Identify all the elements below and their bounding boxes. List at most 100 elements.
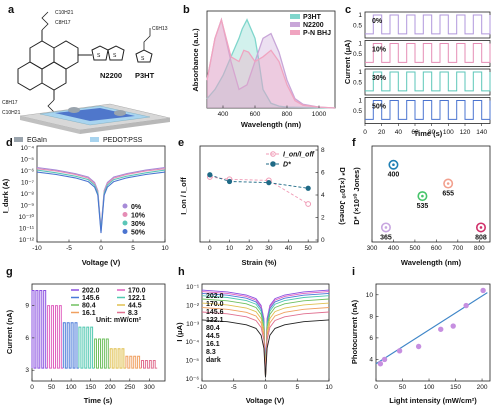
panel-f-xlabel: Wavelength (nm)	[401, 258, 462, 267]
x-tick-label: 10	[226, 245, 234, 252]
panel-g-xlabel: Time (s)	[84, 396, 113, 405]
panel-label-b: b	[183, 4, 190, 16]
y-tick-label: 10⁻⁸	[21, 191, 35, 198]
row-trace-3	[365, 100, 491, 120]
device-stack-drawing	[19, 103, 171, 134]
legend-marker-2	[122, 220, 128, 226]
panel-g-ylabel: Current (nA)	[5, 309, 14, 354]
x-tick-label: 150	[450, 384, 461, 391]
panel-e-frame	[199, 145, 319, 243]
panel-g-light-intensity-time-chart: 0 50 100 150 200 250 300 3 6 9 Time (s) Current (…	[5, 283, 166, 405]
y-tick-label: 10⁻⁵	[21, 157, 35, 164]
row-trace-0	[365, 14, 491, 35]
legend-label-2: 145.6	[206, 309, 224, 316]
data-point-2	[396, 348, 403, 354]
panel-e-ticks: 0 10 20 30 40 50 0 2 4 6 8	[208, 147, 325, 252]
fit-line	[375, 292, 488, 365]
x-tick-label: 800	[282, 111, 293, 118]
x-tick-label: 100	[424, 384, 435, 391]
x-tick-label: 0	[374, 384, 378, 391]
x-tick-label: 500	[409, 245, 420, 252]
x-tick-label: 400	[388, 245, 399, 252]
panel-g-legend: 202.0 170.0 145.6 122.1 80.4 44.5 16.1 8.3	[71, 288, 146, 317]
series-0-line	[206, 18, 336, 109]
legend-label-6: 16.1	[82, 310, 96, 317]
point-ring-3	[443, 178, 454, 189]
x-tick-label: 600	[431, 245, 442, 252]
row-label-2: 30%	[372, 75, 387, 82]
series-4-trace	[94, 338, 111, 369]
panel-label-e: e	[178, 137, 184, 149]
x-tick-label: 5	[295, 384, 299, 391]
legend-label-2: 145.6	[82, 295, 100, 302]
panel-d-series	[36, 166, 166, 234]
y-tick-label: 10⁻⁴	[21, 145, 35, 152]
x-tick-label: 50	[399, 384, 407, 391]
panel-h-light-iv-chart: -10 -5 0 5 10 10⁻¹ 10⁻² 10⁻³ 10⁻⁴ 10⁻⁵ 10⁻⁶ Voltag…	[175, 283, 333, 405]
row-trace-2	[365, 71, 491, 92]
x-tick-label: 30	[265, 245, 273, 252]
x-tick-label: 50	[305, 245, 313, 252]
x-tick-label: 300	[367, 245, 378, 252]
legend-swatch-2	[290, 30, 300, 35]
y-tick-label: 10⁻¹⁰	[19, 213, 35, 221]
legend-label-1: N2200	[303, 22, 324, 29]
panel-e-xlabel: Strain (%)	[241, 258, 277, 267]
panel-d-xlabel: Voltage (V)	[82, 258, 121, 267]
y-tick-label: 10⁻²	[186, 302, 200, 309]
point-label-3: 655	[442, 191, 454, 198]
y-tick-label: 10⁻⁶	[186, 376, 200, 383]
x-tick-label: -5	[66, 245, 72, 252]
y-tick-label: 1	[358, 69, 362, 76]
panel-a-schematic: S S C10H21 C8H17 C8H17 C10H21 N2200 S C6…	[2, 10, 171, 144]
legend-swatch-egain	[14, 137, 23, 142]
x-tick-label: 50	[48, 384, 56, 391]
panel-f-ylabel: D* (×10¹⁰ Jones)	[352, 167, 361, 225]
series-2-fill	[207, 19, 335, 109]
data-point-1	[381, 356, 388, 363]
panel-d-legend: 0% 10%30% 50%	[122, 203, 146, 237]
panel-i-frame	[375, 283, 491, 382]
point-label-0: 365	[380, 234, 392, 241]
series-0-fill	[207, 19, 335, 109]
series-1-line	[209, 174, 309, 189]
y-tick-label: 0.5	[353, 108, 362, 115]
legend-label-3: 122.1	[206, 317, 224, 324]
x-tick-label: 200	[477, 384, 488, 391]
point-label-4: 808	[475, 234, 487, 241]
data-point-5	[450, 323, 456, 329]
x-tick-label: 0	[30, 384, 34, 391]
series-2-trace	[62, 322, 79, 369]
series-1-point	[266, 180, 272, 186]
n2200-label: N2200	[100, 71, 122, 80]
x-tick-label: 150	[85, 384, 96, 391]
legend-marker-0	[270, 151, 276, 157]
panel-e-strain-chart: 0 10 20 30 40 50 0 2 4 6 8 Strain (%) I_on / I_off…	[179, 145, 347, 267]
point-dot-3	[446, 182, 450, 185]
y-tick-label: 10⁻⁷	[21, 180, 35, 187]
x-tick-label: -10	[32, 245, 42, 252]
panel-h-xlabel: Voltage (V)	[246, 396, 285, 405]
legend-label-0: 202.0	[82, 288, 100, 295]
legend-label-0: 0%	[131, 204, 142, 211]
y-tick-label-right: 4	[321, 192, 325, 199]
y-tick-label: 10⁻⁴	[186, 339, 200, 346]
y-tick-label: 0.5	[353, 51, 362, 58]
chain-label-1: C10H21	[55, 10, 74, 16]
panel-h-ylabel: I (μA)	[175, 322, 184, 342]
x-tick-label: 20	[378, 129, 386, 136]
legend-label-5: 44.5	[206, 333, 220, 340]
panel-i-ylabel: Photocurrent (nA)	[350, 299, 359, 364]
panel-f-wavelength-chart: 365 400 535 655 808 300 400 500 600 700 800 Wavel…	[352, 145, 491, 267]
n2200-molecule-drawing: S S C10H21 C8H17 C8H17 C10H21	[2, 10, 125, 116]
panel-f-points: 365 400 535 655 808	[380, 159, 487, 241]
legend-label-1: 170.0	[206, 301, 224, 308]
thiophene-s-2: S	[113, 53, 117, 59]
y-tick-label-right: 8	[321, 147, 325, 154]
legend-label-1: 170.0	[128, 288, 146, 295]
x-tick-label: 10	[325, 384, 333, 391]
row-label-1: 10%	[372, 47, 387, 54]
series-1-point	[305, 185, 311, 191]
point-label-2: 535	[417, 203, 429, 210]
x-tick-label: 120	[460, 129, 471, 136]
